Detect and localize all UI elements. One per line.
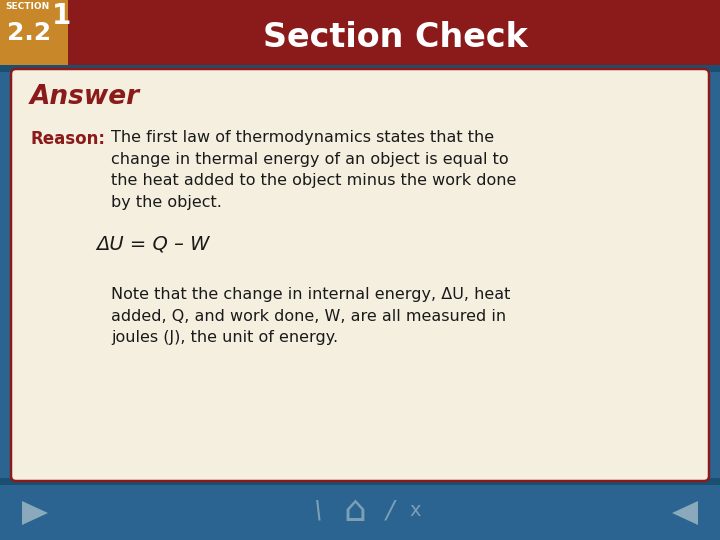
Text: /: / (386, 499, 394, 523)
Text: Reason:: Reason: (30, 130, 105, 148)
FancyBboxPatch shape (0, 65, 720, 72)
Text: Section Check: Section Check (263, 21, 527, 54)
Text: ⌂: ⌂ (343, 494, 366, 528)
FancyBboxPatch shape (0, 0, 68, 65)
Text: The first law of thermodynamics states that the
change in thermal energy of an o: The first law of thermodynamics states t… (111, 130, 516, 210)
Text: Note that the change in internal energy, ΔU, heat
added, Q, and work done, W, ar: Note that the change in internal energy,… (111, 287, 510, 345)
Text: SECTION: SECTION (5, 2, 49, 11)
FancyBboxPatch shape (0, 0, 720, 65)
FancyBboxPatch shape (0, 478, 720, 485)
Text: \: \ (314, 499, 322, 523)
Text: x: x (409, 502, 420, 521)
FancyBboxPatch shape (11, 69, 709, 481)
Polygon shape (672, 501, 698, 525)
Polygon shape (22, 501, 48, 525)
Text: 2.2: 2.2 (7, 21, 51, 45)
Text: Answer: Answer (30, 84, 140, 110)
Text: ΔU = Q – W: ΔU = Q – W (96, 235, 210, 254)
Text: 1: 1 (52, 2, 71, 30)
FancyBboxPatch shape (0, 485, 720, 540)
